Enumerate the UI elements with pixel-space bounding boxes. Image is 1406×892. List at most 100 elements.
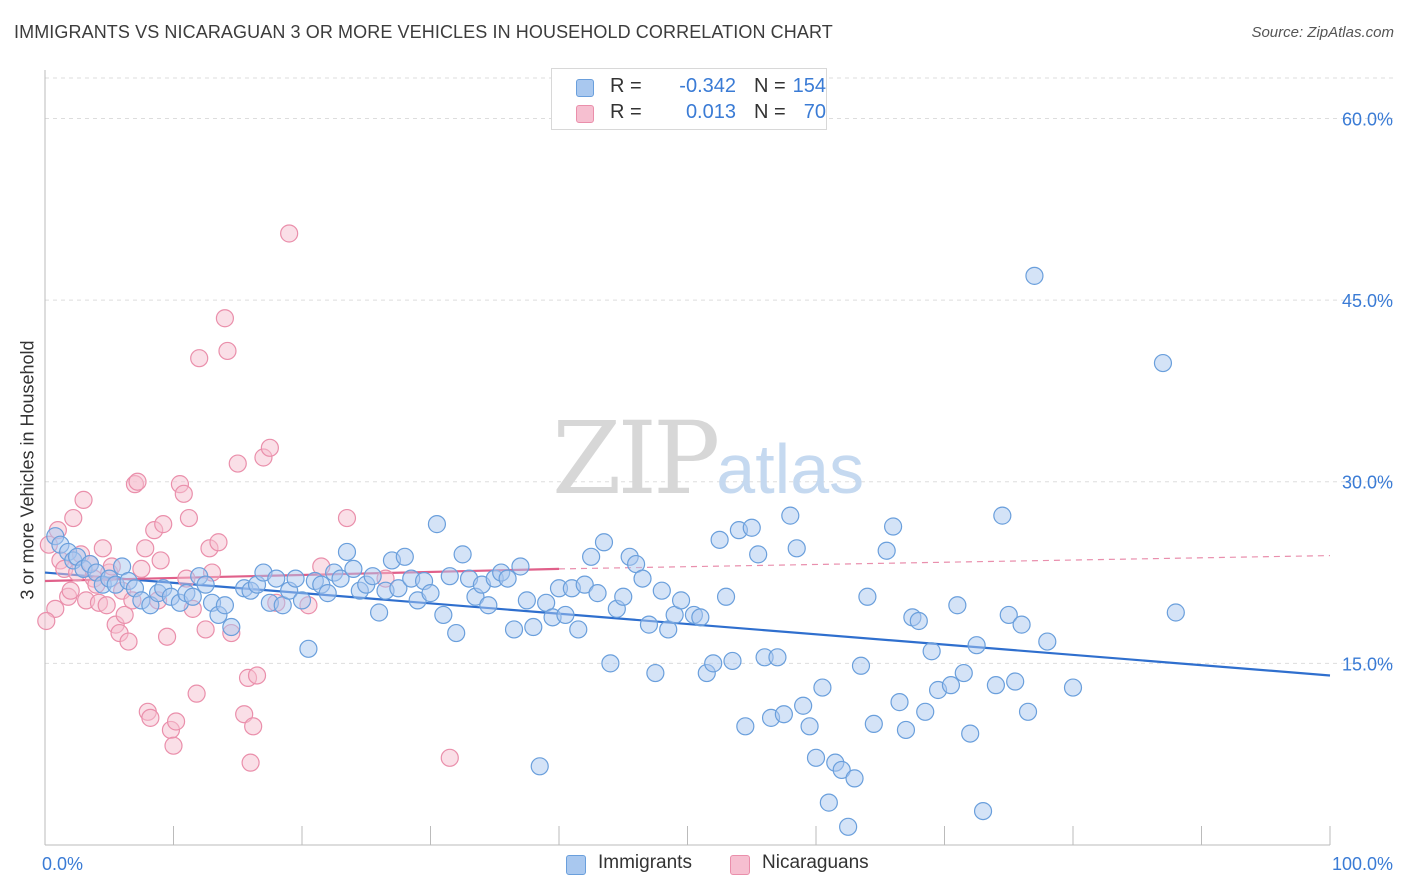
immigrants-point <box>883 517 903 536</box>
nicaraguans-point <box>337 508 357 528</box>
y-tick-label: 60.0% <box>1342 109 1393 129</box>
r-label: R = <box>610 75 642 97</box>
nicaraguans-point <box>228 454 247 473</box>
immigrants-point <box>639 615 659 634</box>
nicaraguans-swatch <box>576 105 594 123</box>
immigrants-point <box>556 605 575 625</box>
immigrants-point <box>1063 678 1083 697</box>
immigrants-point <box>331 569 350 588</box>
immigrants-point <box>948 596 967 615</box>
immigrants-point <box>344 559 363 579</box>
nicaraguans-trend <box>44 554 1331 583</box>
nicaraguans-point <box>241 753 260 772</box>
immigrants-point <box>440 567 459 586</box>
nicaraguans-point <box>64 508 83 528</box>
nicaraguans-point <box>46 599 65 618</box>
watermark-atlas: atlas <box>716 430 865 508</box>
r-value: 0.013 <box>685 101 736 123</box>
immigrants-point <box>447 623 466 643</box>
y-axis-label: 3 or more Vehicles in Household <box>17 340 38 600</box>
immigrants-point <box>973 801 993 821</box>
immigrants-points <box>46 266 1185 836</box>
immigrants-point <box>794 696 813 715</box>
x-tick-label: 100.0% <box>1332 854 1393 874</box>
immigrants-point <box>671 591 691 610</box>
nicaraguans-point <box>179 508 199 528</box>
immigrants-point <box>704 654 723 673</box>
y-tick-label: 45.0% <box>1342 291 1393 311</box>
immigrants-point <box>774 705 793 724</box>
immigrants-point <box>916 702 935 721</box>
immigrants-point <box>453 545 472 564</box>
nicaraguans-point <box>215 309 234 328</box>
n-label: N = <box>754 75 786 97</box>
immigrants-point <box>993 506 1012 525</box>
nicaraguans-point <box>440 748 459 767</box>
nicaraguans-point <box>247 666 267 685</box>
immigrants-point <box>511 557 530 576</box>
immigrants-point <box>652 581 671 600</box>
immigrants-point <box>594 533 614 552</box>
immigrants-point <box>890 693 909 712</box>
nicaraguans-point <box>97 596 116 615</box>
immigrants-point <box>832 760 851 780</box>
nicaraguans-point <box>119 632 138 651</box>
immigrants-point <box>1038 632 1057 651</box>
immigrants-point <box>877 541 896 560</box>
immigrants-point <box>504 620 524 639</box>
immigrants-point <box>806 748 826 767</box>
r-value: -0.342 <box>679 75 736 97</box>
nicaraguans-trend-extension <box>558 554 1331 570</box>
nicaraguans-point <box>93 539 112 558</box>
immigrants-point <box>716 587 736 606</box>
immigrants-point <box>646 663 665 683</box>
correlation-legend: R = -0.342 N = 154 R = 0.013 N = 70 <box>551 68 827 130</box>
immigrants-point <box>389 579 408 598</box>
legend-label: Nicaraguans <box>762 852 869 873</box>
immigrants-point <box>575 575 594 594</box>
immigrants-point <box>498 569 517 588</box>
y-tick-label: 15.0% <box>1342 654 1393 674</box>
immigrants-point <box>787 539 806 558</box>
legend-label: Immigrants <box>598 852 692 873</box>
immigrants-point <box>851 656 871 675</box>
immigrants-point <box>839 817 858 836</box>
watermark-zip: ZIP <box>552 400 720 517</box>
n-value: 70 <box>803 101 826 123</box>
immigrants-point <box>427 515 447 534</box>
immigrants-point <box>961 724 980 743</box>
nicaraguans-point <box>235 705 254 724</box>
immigrants-point <box>614 587 633 606</box>
n-value: 154 <box>792 75 826 97</box>
immigrants-point <box>1166 603 1185 622</box>
immigrants-point <box>582 547 601 566</box>
immigrants-point <box>710 530 729 549</box>
immigrants-point <box>781 506 800 525</box>
immigrants-point <box>999 605 1018 625</box>
immigrants-point <box>1153 353 1173 373</box>
immigrants-point <box>601 654 620 673</box>
nicaraguans-point <box>166 712 186 731</box>
immigrants-point <box>299 639 318 658</box>
nicaraguans-point <box>164 736 183 755</box>
immigrants-point <box>196 575 215 594</box>
immigrants-point <box>222 617 241 637</box>
immigrants-point <box>864 714 883 734</box>
immigrants-point <box>588 584 607 603</box>
nicaraguans-point <box>61 581 80 600</box>
immigrants-point <box>819 793 838 812</box>
immigrants-point <box>530 757 549 776</box>
immigrants-point <box>215 596 234 615</box>
immigrants-point <box>479 596 498 615</box>
n-label: N = <box>754 101 786 123</box>
nicaraguans-point <box>136 539 155 558</box>
immigrants-point <box>363 567 382 586</box>
immigrants-point <box>1025 266 1044 285</box>
immigrants-point <box>421 584 440 603</box>
nicaraguans-point <box>187 684 206 703</box>
nicaraguans-point <box>74 490 93 509</box>
nicaraguans-point <box>151 551 170 570</box>
immigrants-point <box>318 584 337 603</box>
immigrants-swatch <box>576 79 594 97</box>
y-tick-label: 30.0% <box>1342 473 1393 493</box>
